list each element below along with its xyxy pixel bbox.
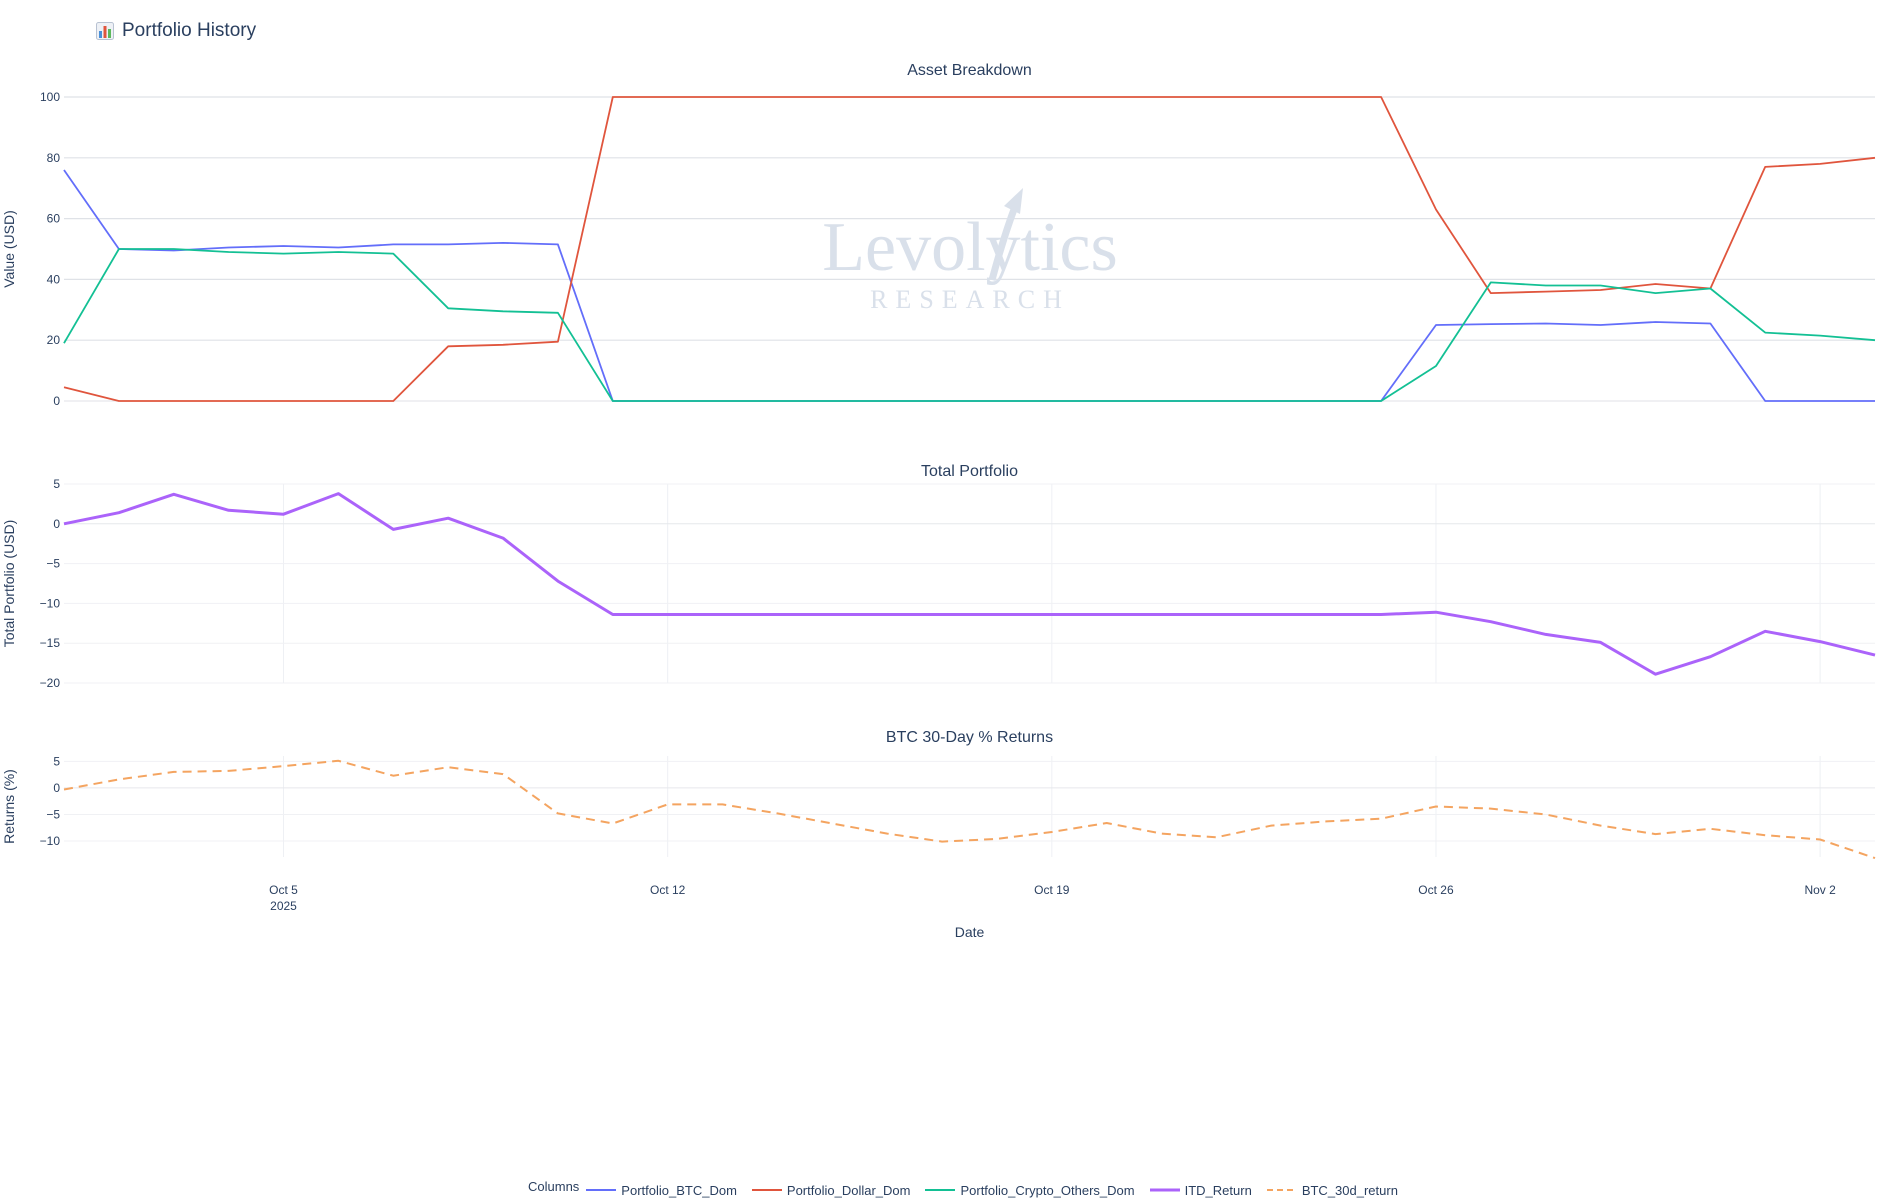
series-line-portfolio-dollar-dom	[63, 96, 1876, 402]
y-axis-label: Value (USD)	[1, 210, 17, 288]
y-tick-label: −10	[40, 834, 61, 848]
x-tick-label: Oct 5	[269, 883, 298, 897]
x-tick-label: Nov 2	[1804, 883, 1836, 897]
y-tick-label: 20	[47, 333, 61, 347]
panel-2: −10 −5 0 5 BTC 30-Day % Returns Returns (%)	[1, 729, 1876, 860]
legend-swatch	[1266, 1189, 1297, 1191]
legend-swatch	[1149, 1188, 1180, 1192]
bar-chart-icon	[96, 22, 114, 40]
legend-label: Portfolio_Dollar_Dom	[786, 1182, 911, 1198]
series-line-itd-return	[63, 492, 1876, 676]
x-tick-sublabel: 2025	[270, 899, 297, 913]
y-axis-label: Returns (%)	[1, 769, 17, 844]
y-tick-label: 5	[53, 477, 60, 491]
y-axis-label: Total Portfolio (USD)	[1, 520, 17, 648]
x-tick-label: Oct 19	[1034, 883, 1070, 897]
x-tick-label: Oct 12	[650, 883, 686, 897]
y-tick-label: 80	[47, 151, 61, 165]
watermark-tagline: RESEARCH	[870, 285, 1070, 314]
watermark-logo: Levolytics RESEARCH	[822, 188, 1118, 314]
panel-0: 0 20 40 60 80 100 Asset Breakdown Value (USD)	[1, 62, 1876, 408]
legend-item-portfolio-dollar-dom[interactable]: Portfolio_Dollar_Dom	[751, 1182, 911, 1198]
y-tick-label: −5	[46, 557, 60, 571]
x-axis-label: Date	[955, 924, 985, 940]
legend-item-itd-return[interactable]: ITD_Return	[1149, 1183, 1252, 1198]
legend: Columns Portfolio_BTC_Dom Portfolio_Dolla…	[528, 1179, 1412, 1201]
legend-label: Portfolio_Crypto_Others_Dom	[960, 1182, 1135, 1198]
y-tick-label: 5	[53, 754, 60, 768]
legend-title: Columns	[528, 1178, 580, 1194]
x-tick-label: Oct 26	[1418, 883, 1454, 897]
y-tick-label: 40	[47, 272, 61, 286]
page-title: Portfolio History	[122, 20, 257, 41]
legend-label: ITD_Return	[1184, 1182, 1252, 1198]
y-tick-label: 100	[40, 90, 60, 104]
series-line-btc-30d-return	[63, 759, 1876, 860]
legend-swatch	[925, 1189, 956, 1191]
page-header: Portfolio History	[96, 20, 256, 42]
watermark-name: Levolytics	[822, 209, 1117, 286]
y-tick-label: −20	[40, 676, 61, 690]
series-line-portfolio-crypto-others-dom	[63, 248, 1876, 402]
legend-item-portfolio-crypto-others-dom[interactable]: Portfolio_Crypto_Others_Dom	[924, 1182, 1135, 1198]
y-tick-label: 0	[53, 394, 60, 408]
legend-label: Portfolio_BTC_Dom	[621, 1182, 737, 1198]
y-tick-label: −5	[46, 807, 60, 821]
y-tick-label: −10	[40, 596, 61, 610]
legend-swatch	[751, 1189, 782, 1191]
y-tick-label: −15	[40, 636, 61, 650]
legend-item-portfolio-btc-dom[interactable]: Portfolio_BTC_Dom	[585, 1183, 737, 1198]
legend-swatch	[586, 1189, 617, 1191]
panel-title: BTC 30-Day % Returns	[886, 729, 1053, 746]
y-tick-label: 0	[53, 781, 60, 795]
panel-title: Asset Breakdown	[907, 62, 1032, 79]
y-tick-label: 0	[53, 517, 60, 531]
panel-title: Total Portfolio	[921, 463, 1018, 480]
y-tick-label: 60	[47, 212, 61, 226]
panel-1: −20 −15 −10 −5 0 5 Total Portfolio Total Portfo…	[1, 463, 1876, 690]
legend-item-btc-30d-return[interactable]: BTC_30d_return	[1266, 1183, 1398, 1198]
legend-label: BTC_30d_return	[1301, 1182, 1398, 1198]
